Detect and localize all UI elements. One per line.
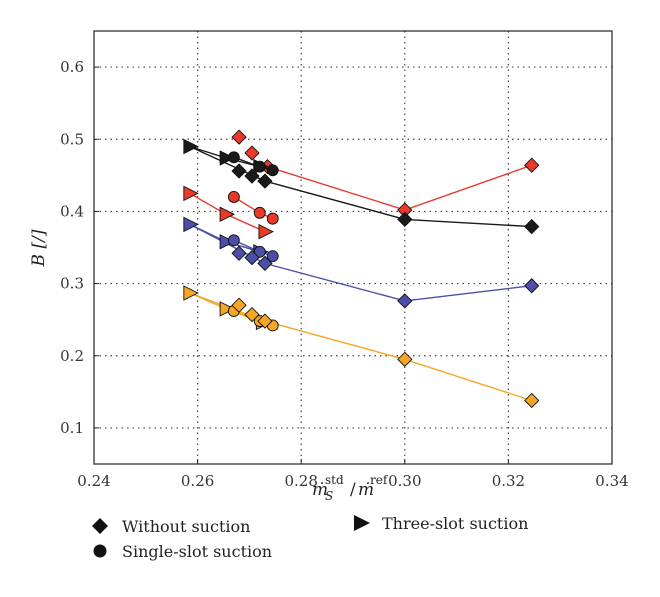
legend-circle-marker [93,544,107,558]
series-group-2 [183,216,540,309]
without-suction-point [524,218,540,235]
x-axis-label-sup2: ref [370,473,389,487]
three-slot-point [183,216,199,233]
x-tick-label: 0.28 [284,472,317,490]
legend-diamond-marker [92,518,108,534]
without-suction-point [257,255,273,272]
y-tick-label: 0.1 [60,419,84,437]
without-suction-point [244,168,260,184]
tick-labels: 0.24 0.26 0.28 0.30 0.32 0.34 0.1 0.2 0.3 0.4 0.5 0… [60,58,629,490]
x-tick-label: 0.30 [388,472,421,490]
x-axis-label-sub: S [325,489,333,503]
legend-item-three-slot: Three-slot suction [354,514,528,533]
x-axis-label-sup: std [325,473,344,487]
x-tick-label: 0.24 [77,472,110,490]
legend-label-three-slot: Three-slot suction [382,514,528,533]
y-tick-label: 0.2 [60,347,84,365]
series-group-3 [183,285,540,409]
single-slot-point [266,212,279,225]
three-slot-point [183,285,199,301]
single-slot-point [253,245,266,258]
without-suction-point [257,173,273,189]
series-line-without [189,145,532,228]
y-tick-label: 0.4 [60,202,84,220]
single-slot-point [227,151,240,164]
three-slot-point [219,206,236,223]
series-group-0 [183,129,540,240]
three-slot-point [183,185,199,202]
single-slot-point [253,160,266,173]
three-slot-point [219,233,236,250]
three-slot-point [183,138,199,155]
without-suction-point [524,278,540,294]
data-series [183,129,540,409]
without-suction-point [244,306,260,323]
legend-item-single-slot: Single-slot suction [93,542,272,561]
legend-triangle-marker [354,515,370,531]
x-axis-label-main: ṁ [312,480,328,500]
legend-label-single-slot: Single-slot suction [122,542,272,561]
series-group-1 [183,138,540,235]
x-axis-label-sep: / [350,480,356,500]
single-slot-point [266,164,279,177]
without-suction-point [257,313,273,329]
without-suction-point [231,163,247,179]
three-slot-point [219,301,236,317]
y-axis-label: B [/] [29,229,49,267]
without-suction-point [244,145,260,161]
x-tick-label: 0.34 [595,472,628,490]
without-suction-point [397,211,413,227]
plot-frame [93,30,613,465]
without-suction-point [231,245,247,261]
three-slot-point [219,150,236,166]
single-slot-point [266,250,279,263]
x-axis-label: ṁ S std / ṁ ref [312,473,389,503]
without-suction-point [524,392,540,409]
without-suction-point [231,129,247,145]
legend-item-without-suction: Without suction [92,517,250,536]
x-tick-label: 0.32 [492,472,525,490]
three-slot-point [258,223,274,240]
without-suction-point [244,249,260,266]
single-slot-point [253,206,266,219]
x-tick-label: 0.26 [181,472,214,490]
legend: Without suction Single-slot suction Thre… [92,514,528,561]
x-axis-label-main2: ṁ [358,480,374,500]
single-slot-point [227,234,240,247]
y-tick-label: 0.3 [60,275,84,293]
single-slot-point [227,191,240,203]
without-suction-point [231,297,247,313]
without-suction-point [524,157,540,173]
y-tick-label: 0.6 [60,58,84,76]
without-suction-point [397,293,413,309]
without-suction-point [397,351,413,367]
legend-label-without-suction: Without suction [122,517,250,536]
grid-lines [93,31,613,464]
y-tick-label: 0.5 [60,130,84,148]
